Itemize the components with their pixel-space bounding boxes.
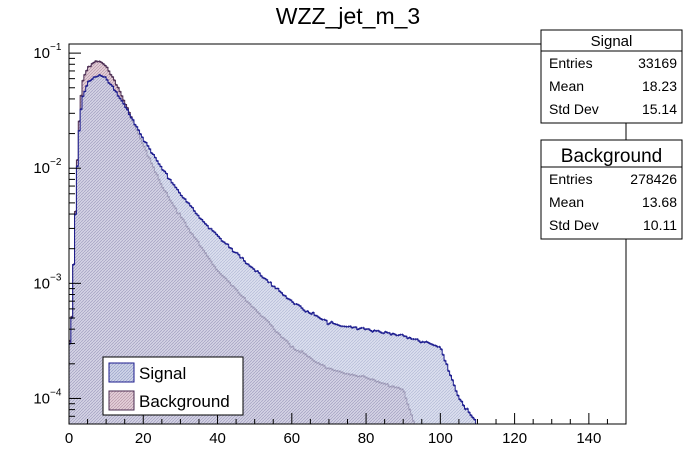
legend-swatch-background: [108, 390, 135, 411]
chart-title: WZZ_jet_m_3: [276, 3, 420, 29]
stats-row-value: 15.14: [642, 101, 677, 117]
x-tick-label: 20: [135, 430, 152, 447]
stats-boxes: Signal Entries 33169 Mean 18.23 Std Dev 15.14 B…: [540, 29, 683, 240]
stats-row-label: Std Dev: [549, 101, 599, 117]
stats-box-background: [540, 139, 683, 240]
y-tick-exponent: −1: [50, 42, 62, 53]
y-tick-label: 10: [33, 45, 50, 62]
stats-row-label: Std Dev: [549, 217, 599, 233]
x-tick-label: 0: [65, 430, 73, 447]
y-tick-exponent: −4: [50, 387, 62, 398]
stats-row-label: Mean: [549, 78, 584, 94]
x-tick-label: 140: [576, 430, 601, 447]
stats-row-label: Entries: [549, 55, 593, 71]
stats-row-value: 10.11: [643, 217, 677, 233]
y-tick-exponent: −3: [50, 272, 62, 283]
stats-row-label: Mean: [549, 194, 584, 210]
y-tick-label: 10: [33, 160, 50, 177]
x-tick-label: 120: [502, 430, 527, 447]
legend-swatch-signal: [108, 362, 135, 383]
y-tick-exponent: −2: [50, 157, 62, 168]
series-signal-histogram: [68, 74, 626, 425]
stats-box-signal: [540, 29, 683, 124]
stats-row-value: 13.68: [642, 194, 677, 210]
y-tick-label: 10: [33, 275, 50, 292]
x-tick-label: 100: [428, 430, 453, 447]
y-tick-label: 10: [33, 390, 50, 407]
x-tick-label: 60: [283, 430, 300, 447]
legend-label-background: Background: [139, 392, 230, 411]
stats-row-value: 33169: [638, 55, 677, 71]
x-tick-label: 40: [209, 430, 226, 447]
stats-row-value: 278426: [630, 171, 677, 187]
stats-box-title: Background: [561, 146, 662, 167]
stats-row-label: Entries: [549, 171, 593, 187]
legend: Signal Background: [102, 356, 244, 416]
stats-row-value: 18.23: [642, 78, 677, 94]
stats-box-title: Signal: [591, 33, 633, 50]
legend-label-signal: Signal: [139, 364, 186, 383]
x-tick-label: 80: [358, 430, 375, 447]
